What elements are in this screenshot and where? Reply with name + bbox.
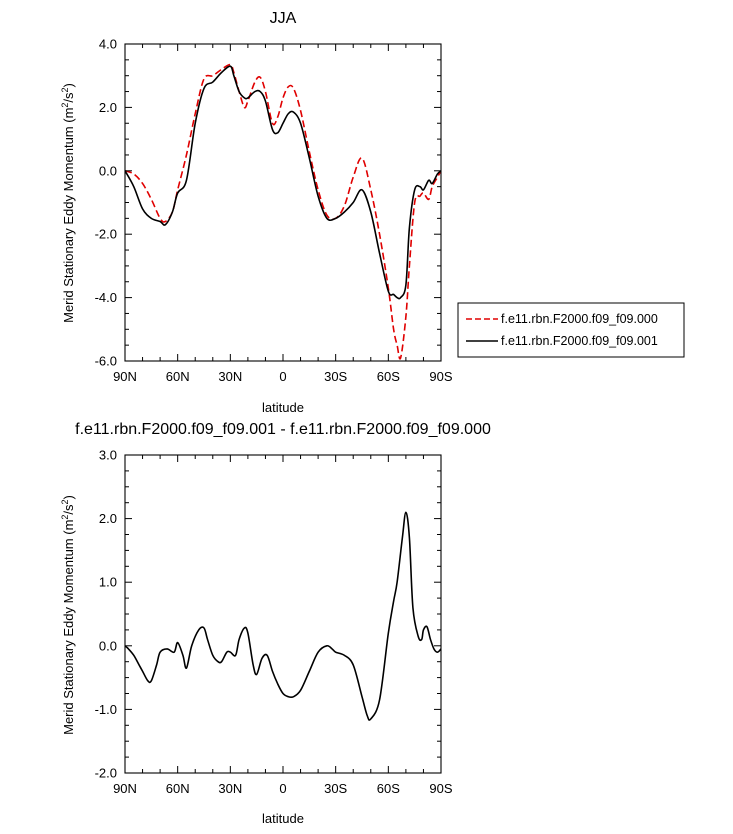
top-y-tick-label: 4.0 xyxy=(99,37,117,52)
bottom-x-tick-label: 90S xyxy=(429,781,452,796)
bottom-y-tick-label: -1.0 xyxy=(95,702,117,717)
bottom-y-tick-label: 2.0 xyxy=(99,511,117,526)
bottom-plot-frame xyxy=(124,454,442,774)
bottom-y-tick-label: 3.0 xyxy=(99,448,117,463)
legend-label-series-001: f.e11.rbn.F2000.f09_f09.001 xyxy=(501,334,658,348)
bottom-chart-panel: f.e11.rbn.F2000.f09_f09.001 - f.e11.rbn.… xyxy=(60,421,491,826)
top-y-tick-label: -4.0 xyxy=(95,290,117,305)
top-x-tick-label: 0 xyxy=(279,369,286,384)
bottom-x-tick-label: 60S xyxy=(377,781,400,796)
top-chart-panel: JJA 90N 60N 30N 0 30S 60S 90S -6.0 -4.0 -2.0 0.0 2.… xyxy=(60,10,685,415)
top-series-line-1 xyxy=(125,65,441,300)
bottom-chart-title: f.e11.rbn.F2000.f09_f09.001 - f.e11.rbn.… xyxy=(75,421,491,438)
bottom-x-tick-label: 30S xyxy=(324,781,347,796)
bottom-plot-area: 90N 60N 30N 0 30S 60S 90S -2.0 -1.0 0.0 1.0 2.0 3.0 xyxy=(95,448,453,797)
legend-label-series-000: f.e11.rbn.F2000.f09_f09.000 xyxy=(501,312,658,326)
bottom-y-axis-label: Merid Stationary Eddy Momentum (m2/s2) xyxy=(60,495,76,735)
top-chart-title: JJA xyxy=(270,10,297,27)
bottom-x-tick-label: 30N xyxy=(218,781,242,796)
top-y-tick-label: 0.0 xyxy=(99,163,117,178)
top-x-tick-label: 60N xyxy=(166,369,190,384)
top-x-tick-label: 60S xyxy=(377,369,400,384)
top-y-tick-label: 2.0 xyxy=(99,100,117,115)
bottom-series-line-0 xyxy=(125,511,441,721)
bottom-y-tick-label: 0.0 xyxy=(99,638,117,653)
top-x-tick-label: 30S xyxy=(324,369,347,384)
top-plot-area: 90N 60N 30N 0 30S 60S 90S -6.0 -4.0 -2.0 0.0 2.0 4.0 xyxy=(95,37,453,385)
top-x-tick-label: 30N xyxy=(218,369,242,384)
top-series-line-0 xyxy=(125,63,441,360)
top-y-axis-label: Merid Stationary Eddy Momentum (m2/s2) xyxy=(60,83,76,323)
top-plot-frame xyxy=(124,43,442,362)
top-x-tick-label: 90S xyxy=(429,369,452,384)
top-x-axis-label: latitude xyxy=(262,400,304,415)
bottom-x-axis-label: latitude xyxy=(262,811,304,826)
bottom-y-tick-label: 1.0 xyxy=(99,575,117,590)
top-y-tick-label: -2.0 xyxy=(95,227,117,242)
top-x-tick-label: 90N xyxy=(113,369,137,384)
top-y-tick-label: -6.0 xyxy=(95,354,117,369)
bottom-x-tick-label: 0 xyxy=(279,781,286,796)
bottom-x-tick-label: 90N xyxy=(113,781,137,796)
legend-box xyxy=(457,302,685,358)
top-chart-legend: f.e11.rbn.F2000.f09_f09.000 f.e11.rbn.F2… xyxy=(457,302,685,358)
bottom-y-tick-label: -2.0 xyxy=(95,766,117,781)
bottom-x-tick-label: 60N xyxy=(166,781,190,796)
